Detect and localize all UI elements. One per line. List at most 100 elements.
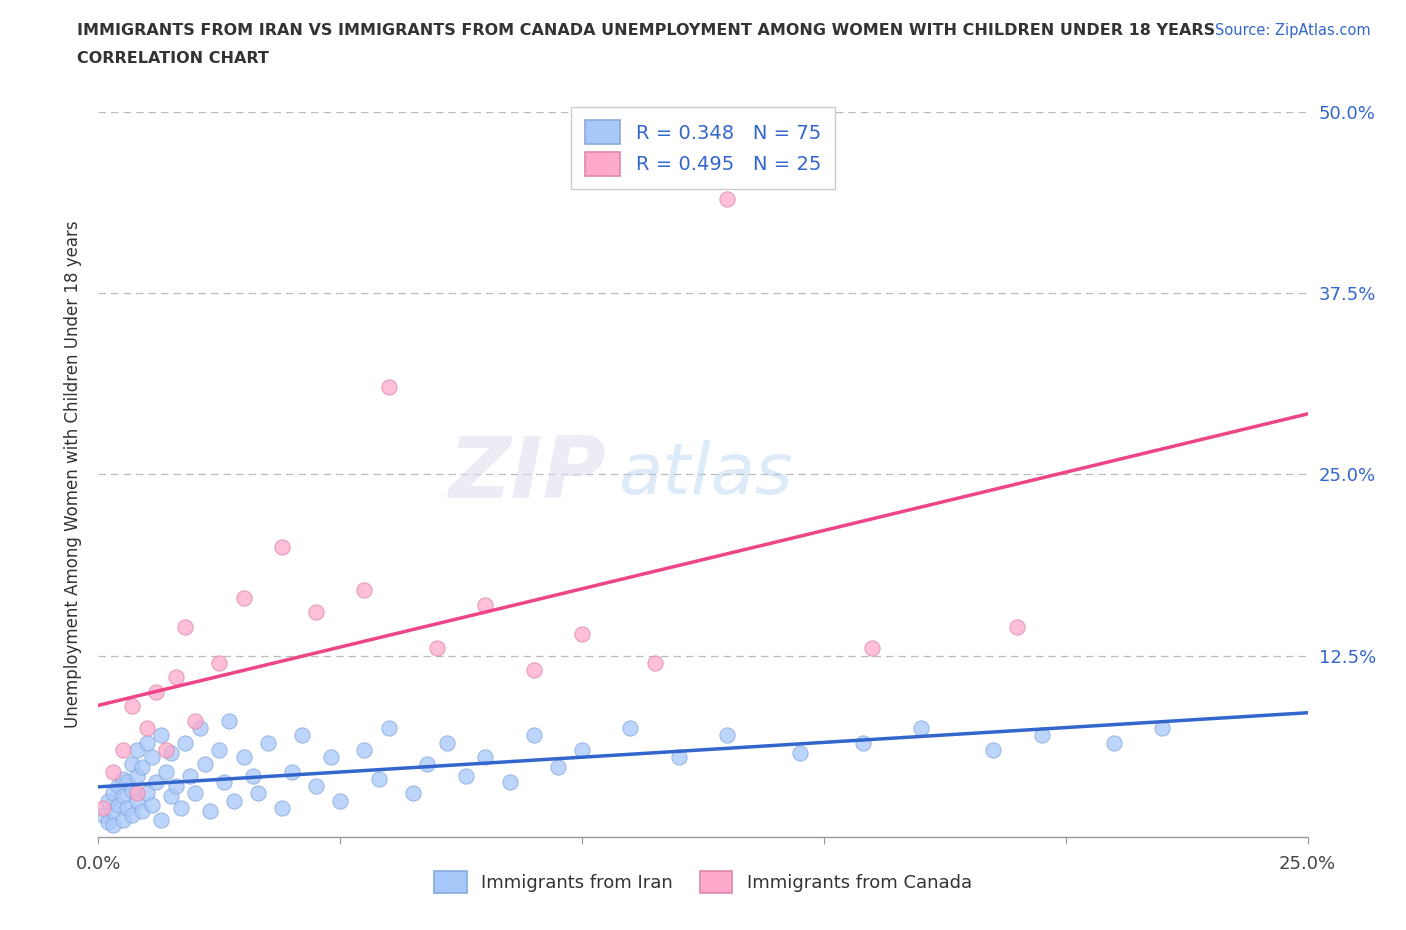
Point [127,786,149,801]
Point [155,764,177,779]
Point [179,768,201,783]
Point [353,583,375,598]
Point [111,772,134,787]
Point [271,801,294,816]
Point [131,804,153,818]
Point [91,808,114,823]
Point [160,746,183,761]
Point [222,793,245,808]
Text: CORRELATION CHART: CORRELATION CHART [77,51,269,66]
Point [271,539,294,554]
Point [208,742,231,757]
Y-axis label: Unemployment Among Women with Children Under 18 years: Unemployment Among Women with Children U… [65,220,83,728]
Point [165,670,187,684]
Point [353,742,375,757]
Point [135,786,157,801]
Point [184,713,207,728]
Point [716,192,738,206]
Point [121,783,143,798]
Point [174,619,197,634]
Point [150,812,173,827]
Point [101,764,124,779]
Legend: Immigrants from Iran, Immigrants from Canada: Immigrants from Iran, Immigrants from Ca… [427,864,979,900]
Point [860,641,883,656]
Point [377,379,399,394]
Point [111,812,134,827]
Point [474,597,496,612]
Point [127,742,149,757]
Point [107,798,129,813]
Point [910,721,932,736]
Point [571,627,593,642]
Point [198,804,221,818]
Point [547,760,569,775]
Point [121,699,143,714]
Point [1031,728,1053,743]
Point [97,793,120,808]
Point [305,778,328,793]
Point [131,760,153,775]
Point [165,778,187,793]
Point [377,721,399,736]
Point [426,641,449,656]
Point [644,656,666,671]
Point [101,818,124,833]
Point [127,768,149,783]
Point [111,742,134,757]
Point [247,786,270,801]
Point [91,801,114,816]
Point [498,775,520,790]
Point [160,789,183,804]
Point [208,656,231,671]
Point [155,742,177,757]
Point [107,778,129,793]
Point [188,721,211,736]
Point [218,713,240,728]
Point [981,742,1004,757]
Point [169,801,191,816]
Point [121,808,143,823]
Point [523,663,546,678]
Point [1152,721,1174,736]
Point [97,815,120,830]
Point [789,746,811,761]
Text: atlas: atlas [619,440,793,509]
Point [101,786,124,801]
Point [117,801,139,816]
Point [256,736,278,751]
Point [184,786,207,801]
Point [150,728,173,743]
Point [668,750,690,764]
Point [242,768,264,783]
Point [111,789,134,804]
Point [329,793,352,808]
Point [141,750,163,764]
Point [194,757,217,772]
Point [319,750,342,764]
Point [145,775,167,790]
Point [127,793,149,808]
Point [117,775,139,790]
Point [571,742,593,757]
Point [523,728,546,743]
Point [368,772,391,787]
Point [454,768,477,783]
Point [135,736,157,751]
Point [145,684,167,699]
Point [101,804,124,818]
Point [305,604,328,619]
Text: IMMIGRANTS FROM IRAN VS IMMIGRANTS FROM CANADA UNEMPLOYMENT AMONG WOMEN WITH CHI: IMMIGRANTS FROM IRAN VS IMMIGRANTS FROM … [77,23,1215,38]
Point [402,786,425,801]
Point [141,798,163,813]
Point [1102,736,1125,751]
Point [290,728,312,743]
Point [436,736,458,751]
Point [281,764,304,779]
Point [852,736,875,751]
Text: Source: ZipAtlas.com: Source: ZipAtlas.com [1215,23,1371,38]
Point [135,721,157,736]
Point [474,750,496,764]
Text: ZIP: ZIP [449,432,606,516]
Point [232,750,254,764]
Point [716,728,738,743]
